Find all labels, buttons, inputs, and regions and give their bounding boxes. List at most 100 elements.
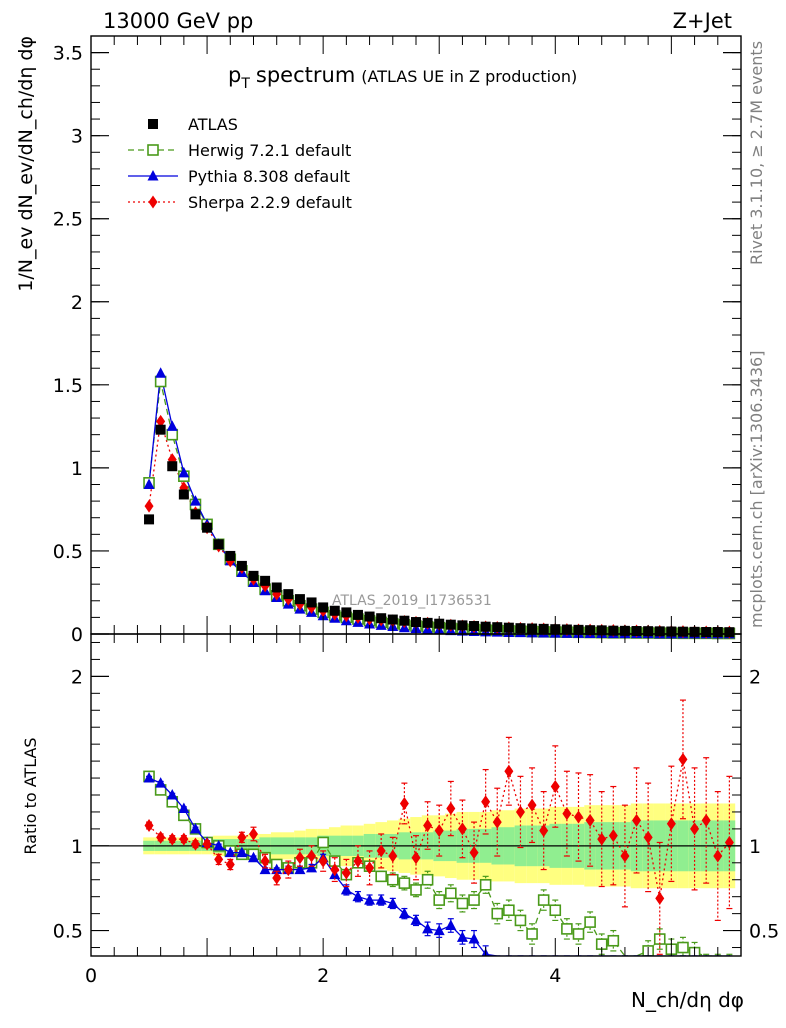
ratio-point-pythia (375, 894, 387, 905)
main-ytick-label: 0.5 (53, 541, 83, 563)
main-point-atlas (654, 626, 665, 637)
ratio-point-sherpa (214, 852, 224, 866)
ratio-line-sherpa (148, 759, 730, 899)
ratio-point-sherpa (666, 817, 676, 831)
legend-label-sherpa: Sherpa 2.2.9 default (188, 193, 352, 212)
ratio-point-sherpa (190, 837, 200, 851)
ratio-ytick-label: 2 (71, 666, 83, 688)
main-title-p: p (228, 63, 241, 87)
ratio-point-herwig (526, 928, 538, 940)
main-point-atlas (306, 597, 317, 608)
ratio-point-herwig (433, 894, 446, 906)
main-point-atlas (422, 617, 433, 628)
ratio-point-sherpa (353, 854, 363, 868)
main-point-atlas (341, 607, 352, 618)
ratio-point-sherpa (701, 813, 711, 827)
main-point-atlas (376, 613, 387, 624)
ratio-point-herwig (514, 914, 527, 927)
ratio-point-pythia (352, 890, 364, 902)
ratio-point-sherpa (144, 819, 154, 833)
ratio-point-sherpa (376, 844, 386, 858)
ratio-point-sherpa (632, 813, 642, 827)
main-ytick-label: 0 (71, 624, 83, 646)
main-point-atlas (236, 560, 247, 571)
ratio-point-sherpa (504, 764, 514, 778)
ratio-point-sherpa (655, 891, 665, 905)
ratio-frame (90, 633, 742, 957)
main-point-atlas (225, 550, 236, 561)
main-point-atlas (294, 594, 305, 605)
main-point-atlas (283, 589, 294, 600)
ratio-point-herwig (572, 928, 585, 940)
ratio-point-sherpa (330, 863, 340, 877)
ratio-point-sherpa (411, 851, 421, 865)
ratio-point-herwig (537, 894, 550, 906)
ratio-ytick-label: 1 (71, 836, 83, 858)
ratio-xtick-label: 0 (85, 965, 97, 987)
ratio-point-herwig (386, 873, 399, 886)
ratio-point-pythia (433, 924, 445, 936)
ratio-point-sherpa (341, 866, 351, 880)
legend-marker-pythia (147, 170, 159, 181)
ratio-ytick-label-right: 2 (749, 666, 761, 688)
main-point-atlas (213, 539, 224, 550)
ratio-point-pythia (178, 802, 190, 814)
ratio-point-herwig (398, 877, 411, 889)
ratio-point-sherpa (167, 832, 177, 846)
ratio-point-herwig (503, 904, 515, 917)
ratio-ytick-label: 0.5 (53, 921, 83, 943)
ratio-point-sherpa (574, 810, 583, 824)
legend-label-pythia: Pythia 8.308 default (188, 167, 350, 186)
ratio-point-herwig (468, 894, 480, 906)
main-point-atlas (561, 624, 572, 635)
header-right: Z+Jet (673, 9, 732, 33)
main-point-pythia (178, 466, 190, 478)
main-point-atlas (387, 614, 398, 625)
ratio-point-sherpa (202, 837, 212, 851)
main-point-atlas (271, 582, 282, 593)
ratio-xlabel: N_ch/dη dφ (631, 988, 744, 1012)
main-title-paren: (ATLAS UE in Z production) (361, 67, 577, 86)
ratio-point-sherpa (179, 832, 189, 846)
ratio-point-herwig (561, 923, 573, 935)
ratio-point-sherpa (283, 863, 293, 877)
main-point-herwig (166, 428, 179, 441)
main-ytick-label: 2 (71, 292, 83, 314)
ratio-point-sherpa (237, 830, 247, 844)
ratio-point-sherpa (643, 830, 653, 844)
ratio-point-sherpa (399, 796, 409, 810)
main-point-atlas (329, 605, 340, 616)
ratio-point-pythia (248, 851, 259, 863)
ratio-point-sherpa (527, 798, 537, 812)
legend-label-herwig: Herwig 7.2.1 default (188, 141, 351, 160)
ratio-point-pythia (364, 894, 376, 905)
main-point-sherpa (144, 499, 154, 513)
ratio-point-pythia (456, 931, 468, 942)
ratio-point-sherpa (585, 813, 595, 827)
main-point-atlas (469, 621, 480, 632)
ratio-point-sherpa (608, 829, 618, 843)
ratio-point-pythia (166, 789, 178, 800)
header-left: 13000 GeV pp (103, 9, 253, 33)
ratio-point-sherpa (365, 861, 375, 875)
main-title-sub: T (240, 76, 250, 92)
ratio-point-sherpa (156, 830, 166, 844)
ratio-point-sherpa (423, 819, 433, 833)
ratio-point-pythia (294, 863, 306, 875)
ratio-point-pythia (422, 922, 434, 934)
main-point-atlas (248, 570, 259, 581)
legend-label-atlas: ATLAS (188, 115, 238, 134)
main-point-atlas (445, 619, 456, 630)
main-point-atlas (538, 623, 549, 634)
ratio-point-pythia (259, 863, 271, 875)
main-point-atlas (318, 602, 329, 613)
ratio-point-pythia (143, 772, 155, 783)
ratio-point-sherpa (492, 815, 502, 829)
ratio-xtick-label: 2 (317, 965, 329, 987)
main-point-pythia (143, 478, 155, 489)
rivet-label: Rivet 3.1.10, ≥ 2.7M events (747, 41, 766, 265)
ratio-point-herwig (410, 884, 422, 896)
ratio-point-herwig (549, 904, 562, 917)
main-point-atlas (515, 623, 526, 634)
ratio-point-herwig (375, 870, 387, 883)
